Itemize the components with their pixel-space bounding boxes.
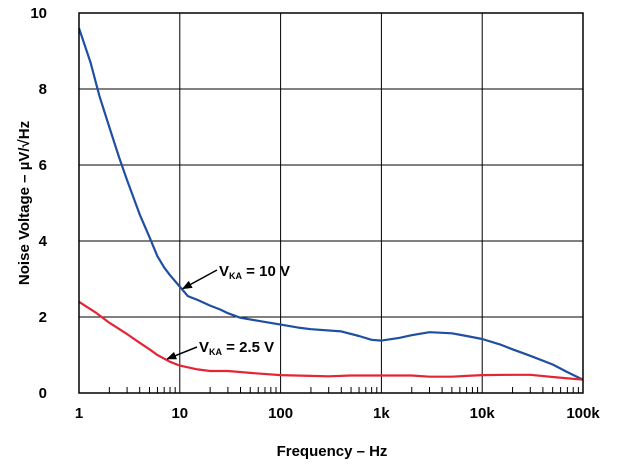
annotation-arrow — [181, 269, 218, 290]
y-tick-label: 10 — [30, 5, 47, 22]
annotation-arrow — [166, 346, 198, 360]
grid — [78, 12, 584, 394]
y-tick-label: 6 — [39, 157, 47, 174]
y-tick-label: 0 — [39, 385, 47, 402]
x-tick-label: 100k — [566, 405, 600, 422]
annotation-label: VKA = 2.5 V — [199, 339, 274, 357]
y-tick-label: 4 — [39, 233, 48, 250]
y-tick-label: 2 — [39, 309, 47, 326]
y-axis-label: Noise Voltage – µV/√Hz — [16, 121, 33, 285]
x-tick-label: 1k — [373, 405, 390, 422]
x-tick-label: 100 — [268, 405, 293, 422]
series-layer — [77, 27, 584, 381]
x-axis-label: Frequency – Hz — [277, 443, 388, 460]
x-tick-label: 10k — [470, 405, 496, 422]
annotations: VKA = 10 V VKA = 2.5 V — [166, 263, 290, 360]
y-tick-labels: 0 2 4 6 8 10 — [30, 5, 47, 402]
x-tick-label: 1 — [75, 405, 83, 422]
series-line-2 — [78, 300, 584, 381]
y-tick-label: 8 — [39, 81, 47, 98]
series-line-1 — [77, 27, 584, 381]
x-tick-label: 10 — [171, 405, 188, 422]
plot-area-frame — [78, 12, 584, 394]
minor-ticks — [108, 387, 579, 393]
annotation-label: VKA = 10 V — [219, 263, 290, 281]
x-tick-labels: 1 10 100 1k 10k 100k — [75, 405, 601, 422]
